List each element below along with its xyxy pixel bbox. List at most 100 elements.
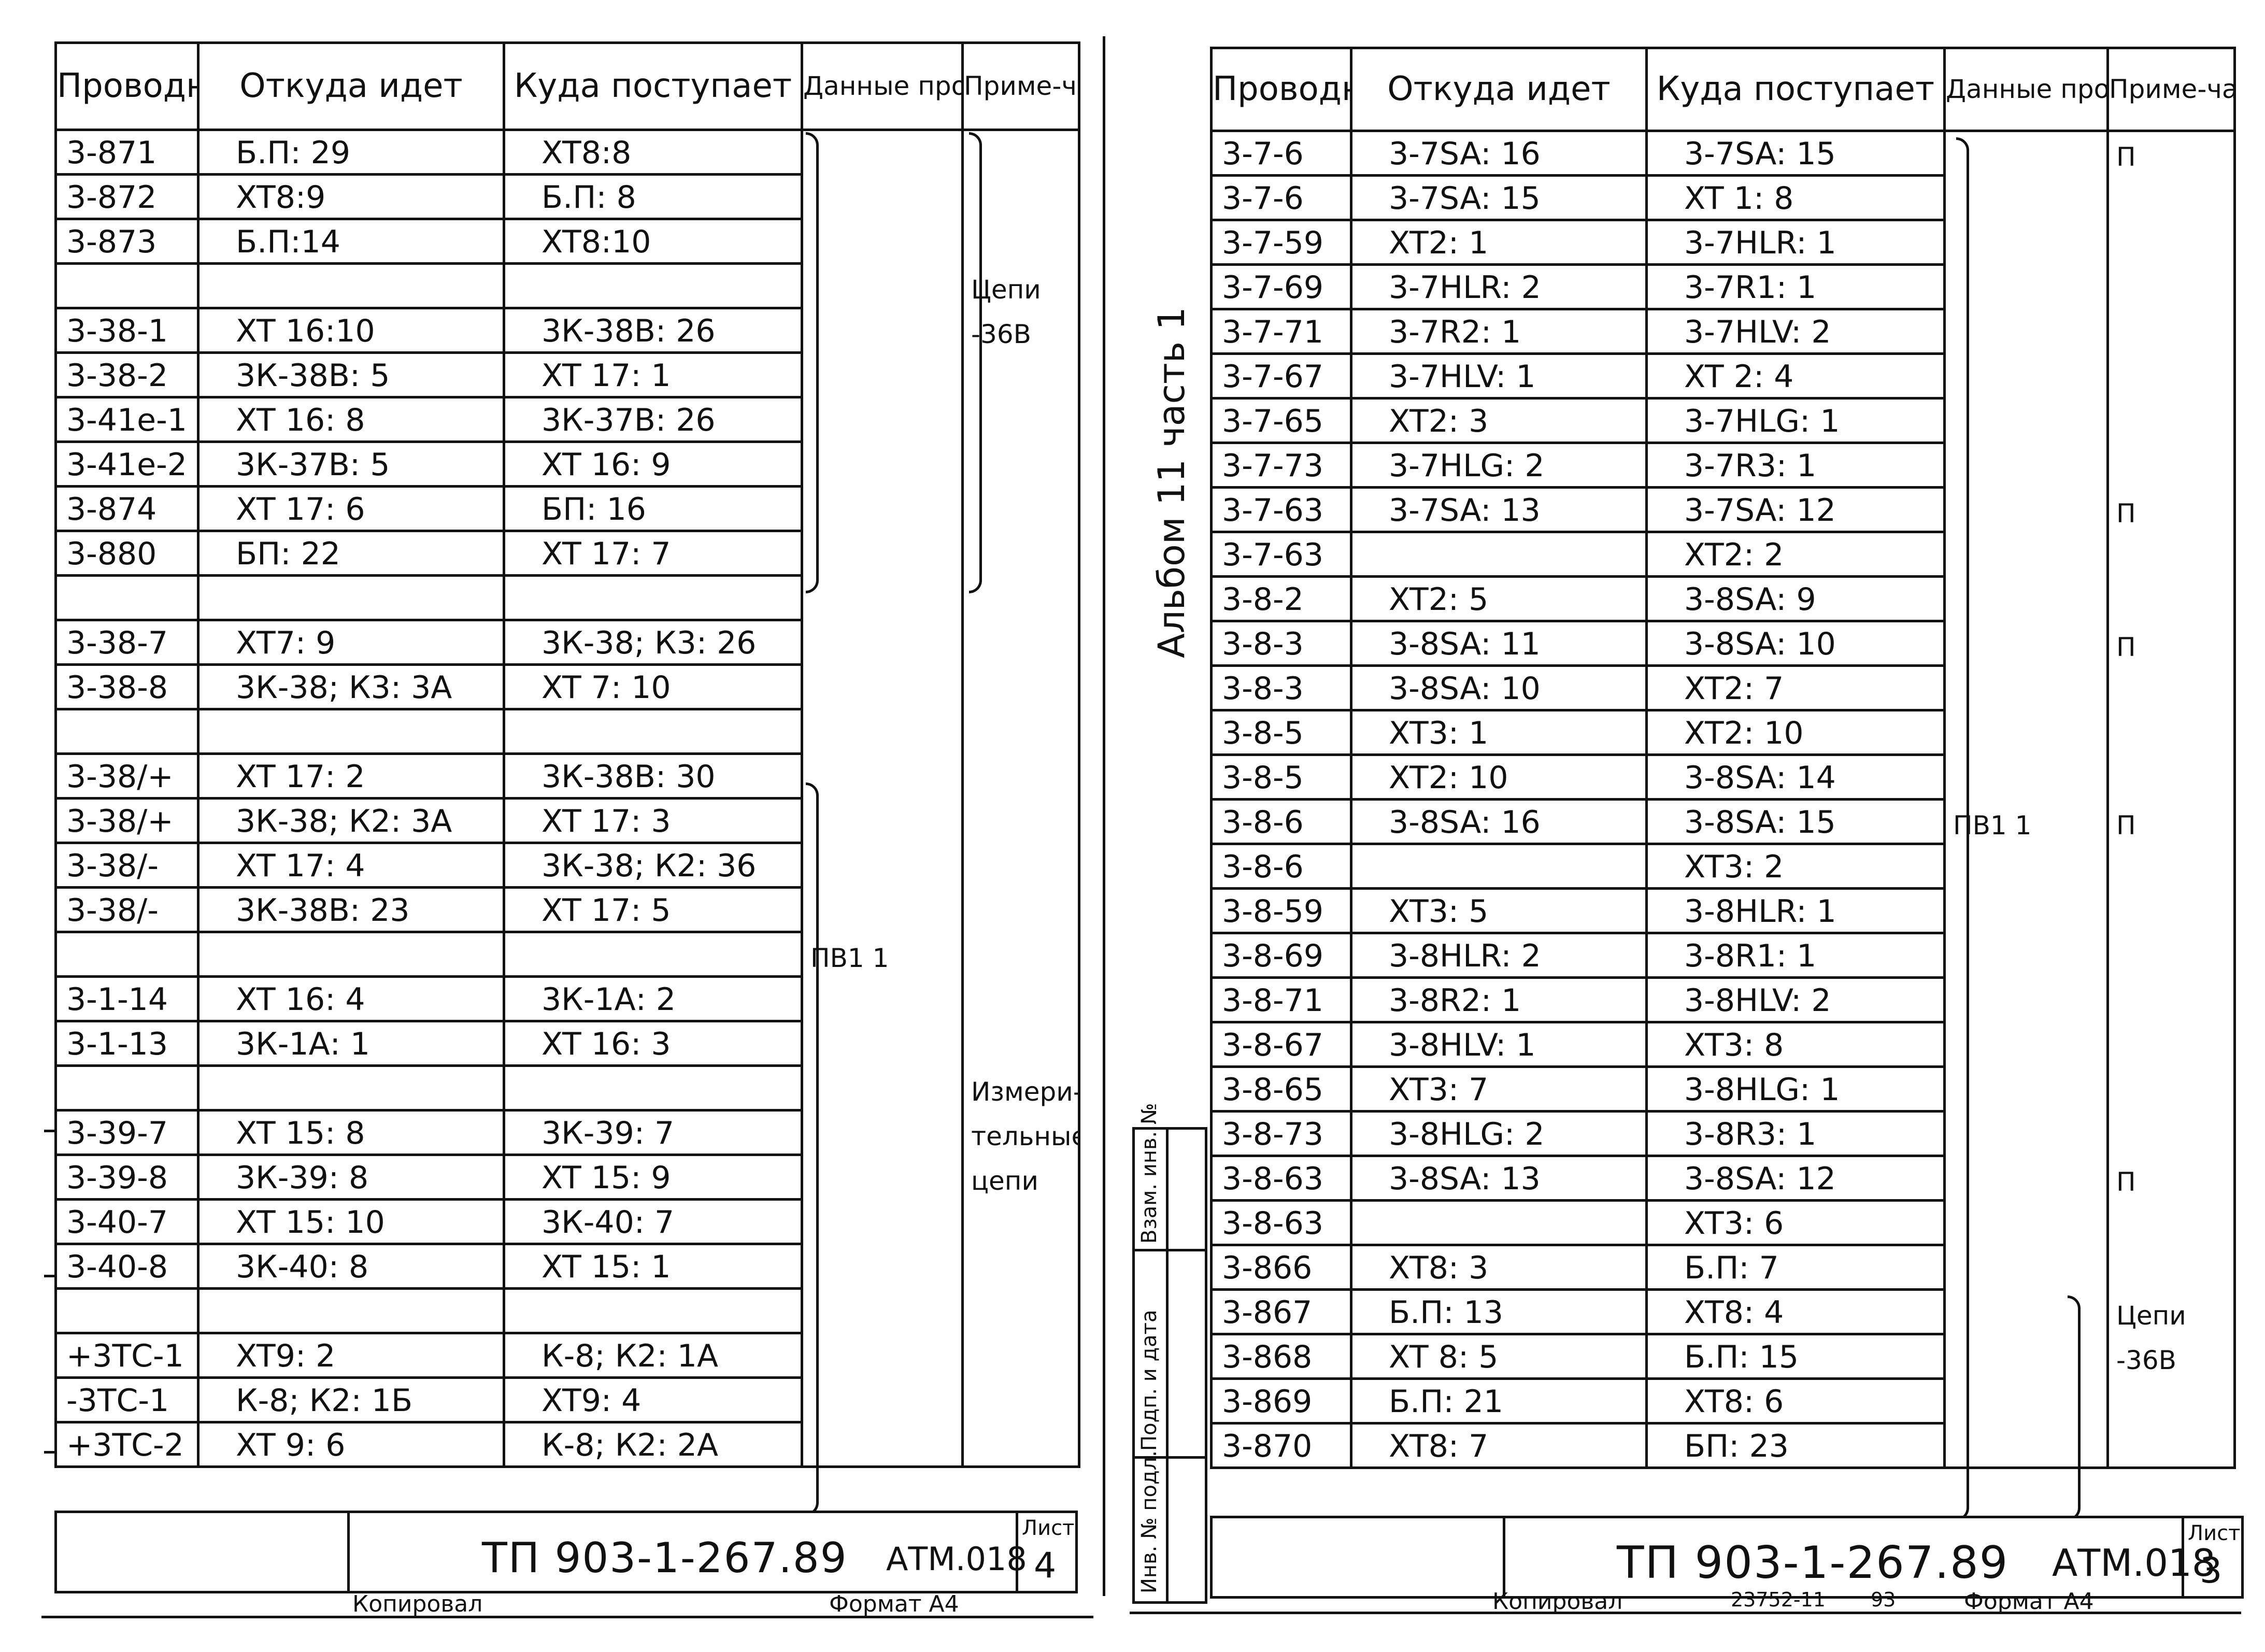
cell-wire: 3-7-67 — [1210, 352, 1352, 400]
table-row: 3-38-7 XT7: 9 3К-38; К3: 26 — [54, 619, 1080, 666]
table-row: 3-7-71 3-7R2: 1 3-7HLV: 2 — [1210, 308, 2236, 355]
cell-wire: 3-880 — [54, 530, 200, 577]
cell-note — [2106, 1066, 2236, 1112]
cell-data — [801, 442, 964, 487]
right-footer-order: 23752-11 — [1731, 1588, 1826, 1611]
table-row: 3-7-73 3-7HLG: 2 3-7R3: 1 — [1210, 442, 2236, 489]
cell-wire: 3-38/+ — [54, 797, 200, 844]
cell-from: 3-8SA: 10 — [1350, 664, 1648, 711]
cell-to — [503, 574, 803, 621]
cell-data — [801, 174, 964, 219]
cell-data — [801, 486, 964, 531]
right-wire-table: Проводник Откуда идет Куда поступает Дан… — [1210, 47, 2236, 1469]
cell-from: XT3: 1 — [1350, 709, 1648, 756]
cell-data — [801, 1333, 964, 1378]
cell-note: Цепи — [2106, 1289, 2236, 1334]
table-row: 3-38/- 3К-38В: 23 XT 17: 5 — [54, 886, 1080, 933]
cell-wire: 3-40-7 — [54, 1198, 200, 1245]
cell-to: К-8; К2: 2А — [503, 1421, 803, 1468]
cell-from — [1350, 531, 1648, 578]
cell-note — [2106, 309, 2236, 354]
cell-from: XT 17: 4 — [197, 842, 505, 889]
cell-to: XT3: 2 — [1645, 843, 1946, 890]
cell-data — [1943, 1200, 2109, 1245]
cell-data — [1943, 621, 2109, 666]
table-row: 3-871 Б.П: 29 XT8:8 — [54, 129, 1080, 176]
cell-to: 3К-40: 7 — [503, 1198, 803, 1245]
cell-data — [1943, 1378, 2109, 1423]
cell-to: 3К-37В: 26 — [503, 396, 803, 443]
cell-note — [2106, 1378, 2236, 1423]
cell-from — [197, 1064, 505, 1112]
cell-to: 3-7SA: 15 — [1645, 130, 1946, 177]
cell-from: XT7: 9 — [197, 619, 505, 666]
left-stamp-code: ТП 903-1-267.89 — [482, 1534, 848, 1582]
cell-note — [2106, 264, 2236, 309]
side-stamp — [1132, 1127, 1207, 1604]
cell-from: XT 16:10 — [197, 307, 505, 354]
cell-data — [1943, 754, 2109, 800]
cell-to: Б.П: 15 — [1645, 1333, 1946, 1380]
cell-wire: 3-38-1 — [54, 307, 200, 354]
left-stamp-doc: АТМ.018 — [886, 1540, 1027, 1578]
right-sheet: Проводник Откуда идет Куда поступает Дан… — [1109, 0, 2265, 1652]
cell-to: 3К-38В: 26 — [503, 307, 803, 354]
cell-to: 3-8SA: 9 — [1645, 575, 1946, 622]
cell-wire: 3-870 — [1210, 1422, 1352, 1469]
cell-data — [801, 397, 964, 442]
cell-data — [1943, 1022, 2109, 1067]
cell-from: 3-7SA: 13 — [1350, 486, 1648, 533]
right-footer-format: Формат А4 — [1964, 1588, 2094, 1615]
table-row: 3-38-2 3К-38В: 5 XT 17: 1 — [54, 351, 1080, 398]
cell-wire: 3-38-2 — [54, 351, 200, 398]
header-data: Данные провода — [801, 41, 964, 131]
cell-from: XT2: 1 — [1350, 219, 1648, 266]
cell-to — [503, 931, 803, 978]
cell-note: П — [2106, 621, 2236, 666]
cell-wire: 3-39-7 — [54, 1109, 200, 1156]
header-note: Приме-чание — [961, 41, 1080, 131]
cell-to: XT3: 8 — [1645, 1021, 1946, 1068]
cell-from: 3К-38; К2: 3А — [197, 797, 505, 844]
table-row: 3-38-8 3К-38; К3: 3А XT 7: 10 — [54, 663, 1080, 710]
cell-note — [2106, 175, 2236, 220]
cell-data — [801, 1065, 964, 1110]
right-stamp-sheet-box — [2182, 1518, 2241, 1596]
cell-data: ПВ1 1 — [1943, 799, 2109, 844]
table-row: 3-8-73 3-8HLG: 2 3-8R3: 1 — [1210, 1110, 2236, 1157]
cell-data — [801, 1199, 964, 1244]
cell-from: 3-8SA: 11 — [1350, 620, 1648, 667]
cell-wire: 3-1-13 — [54, 1020, 200, 1067]
cell-data — [1943, 1245, 2109, 1290]
cell-from: XT2: 10 — [1350, 753, 1648, 801]
cell-to: 3-8HLV: 2 — [1645, 976, 1946, 1023]
cell-wire: 3-38/- — [54, 842, 200, 889]
cell-to: Б.П: 7 — [1645, 1244, 1946, 1291]
table-row: 3-8-63 3-8SA: 13 3-8SA: 12 П — [1210, 1155, 2236, 1202]
header-wire: Проводник — [1210, 47, 1352, 132]
cell-from: 3-8HLV: 1 — [1350, 1021, 1648, 1068]
table-row: Цепи — [54, 262, 1080, 309]
table-row: 3-7-69 3-7HLR: 2 3-7R1: 1 — [1210, 263, 2236, 310]
left-stamp-sheet-box — [1016, 1513, 1075, 1591]
cell-wire: 3-7-59 — [1210, 219, 1352, 266]
cell-wire: +3ТС-1 — [54, 1332, 200, 1379]
cell-wire: 3-873 — [54, 218, 200, 265]
cell-to: XT 15: 1 — [503, 1243, 803, 1290]
table-row: 3-38-1 XT 16:10 3К-38В: 26 -36В — [54, 307, 1080, 354]
cell-from — [197, 262, 505, 309]
cell-wire: 3-8-63 — [1210, 1199, 1352, 1246]
cell-from: 3К-38; К3: 3А — [197, 663, 505, 710]
cell-note — [961, 620, 1080, 665]
cell-wire: 3-8-71 — [1210, 976, 1352, 1023]
table-row: 3-7-6 3-7SA: 15 XT 1: 8 — [1210, 174, 2236, 221]
cell-to: XT2: 2 — [1645, 531, 1946, 578]
cell-note — [2106, 353, 2236, 398]
cell-from: 3-8R2: 1 — [1350, 976, 1648, 1023]
cell-to: 3-7R3: 1 — [1645, 442, 1946, 489]
cell-data — [1943, 1289, 2109, 1334]
table-row: 3-869 Б.П: 21 XT8: 6 — [1210, 1377, 2236, 1425]
cell-wire: 3-39-8 — [54, 1153, 200, 1201]
cell-to: XT8: 4 — [1645, 1288, 1946, 1335]
cell-to: 3-8HLR: 1 — [1645, 887, 1946, 934]
